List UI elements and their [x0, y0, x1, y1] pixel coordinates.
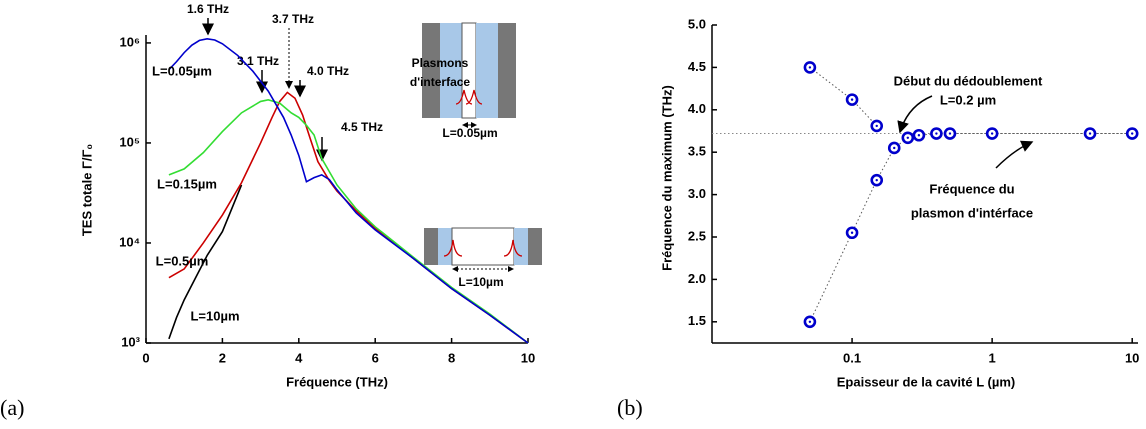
y-tick-label: 2.5	[688, 228, 706, 243]
arrows	[897, 95, 1034, 169]
marker-center	[850, 231, 854, 234]
marker-center	[906, 136, 910, 139]
curve	[168, 37, 529, 344]
curve	[168, 98, 529, 344]
marker-center	[850, 98, 854, 101]
x-tick-label: 6	[372, 350, 379, 365]
inset-wide	[424, 227, 542, 272]
y-tick-label: 10³	[121, 334, 140, 349]
annotation: Début du dédoublement	[894, 73, 1043, 88]
marker-center	[808, 320, 812, 323]
series-label: L=10µm	[190, 308, 239, 323]
series-label: L=0.5µm	[156, 253, 209, 268]
x-axis-label: Epaisseur de la cavité L (µm)	[837, 374, 1016, 389]
marker-center	[893, 146, 896, 150]
y-tick-label: 10⁶	[120, 34, 140, 49]
panel-label: (a)	[0, 395, 24, 420]
x-tick-label: 0	[142, 350, 149, 365]
y-tick-label: 10⁵	[119, 134, 140, 149]
annotation: 4.5 THz	[341, 120, 383, 134]
x-axis-label: Fréquence (THz)	[286, 374, 388, 389]
annotation: L=10µm	[458, 275, 503, 289]
x-tick-label: 10	[521, 350, 535, 365]
panel-label: (b)	[617, 395, 643, 420]
y-tick-label: 4.0	[688, 101, 706, 116]
y-tick-label: 2.0	[688, 271, 706, 286]
x-tick-label: 0.1	[843, 350, 861, 365]
x-tick-label: 10	[1125, 350, 1139, 365]
inset-narrow	[422, 22, 516, 128]
x-tick-label: 4	[295, 350, 303, 365]
curve	[168, 184, 243, 340]
annotation: 1.6 THz	[187, 2, 229, 16]
marker-center	[875, 178, 878, 182]
marker-center	[948, 132, 952, 135]
y-tick-label: 1.5	[688, 313, 706, 328]
x-tick-label: 1	[989, 350, 996, 365]
annotation: L=0.2 µm	[940, 92, 996, 107]
y-tick-label: 3.5	[688, 144, 706, 159]
annotation: L=0.05µm	[442, 126, 497, 140]
y-tick-label: 4.5	[688, 59, 706, 74]
marker-center	[917, 134, 921, 137]
annotation: plasmon d'intérface	[911, 205, 1033, 220]
marker-center	[1088, 132, 1092, 135]
series-label: L=0.05µm	[152, 63, 212, 78]
x-tick-label: 8	[448, 350, 455, 365]
connector	[809, 133, 1133, 323]
marker-center	[990, 132, 994, 135]
marker-center	[875, 124, 878, 128]
marker-center	[808, 66, 812, 69]
x-tick-label: 2	[219, 350, 226, 365]
annotation: 3.7 THz	[272, 12, 314, 26]
connector	[809, 67, 878, 127]
marker-center	[1131, 132, 1134, 135]
annotation: Plasmons	[412, 56, 469, 70]
marker-center	[935, 132, 938, 135]
annotation: Fréquence du	[929, 181, 1014, 196]
y-axis-label: Fréquence du maximum (THz)	[659, 85, 674, 271]
y-tick-label: 3.0	[688, 186, 706, 201]
y-axis-label: TES totale Γ/Γ₀	[79, 144, 94, 236]
y-tick-label: 10⁴	[119, 234, 140, 249]
annotation: d'interface	[410, 75, 471, 89]
series-label: L=0.15µm	[157, 176, 217, 191]
y-tick-label: 5.0	[688, 16, 706, 31]
annotation: 4.0 THz	[307, 64, 349, 78]
